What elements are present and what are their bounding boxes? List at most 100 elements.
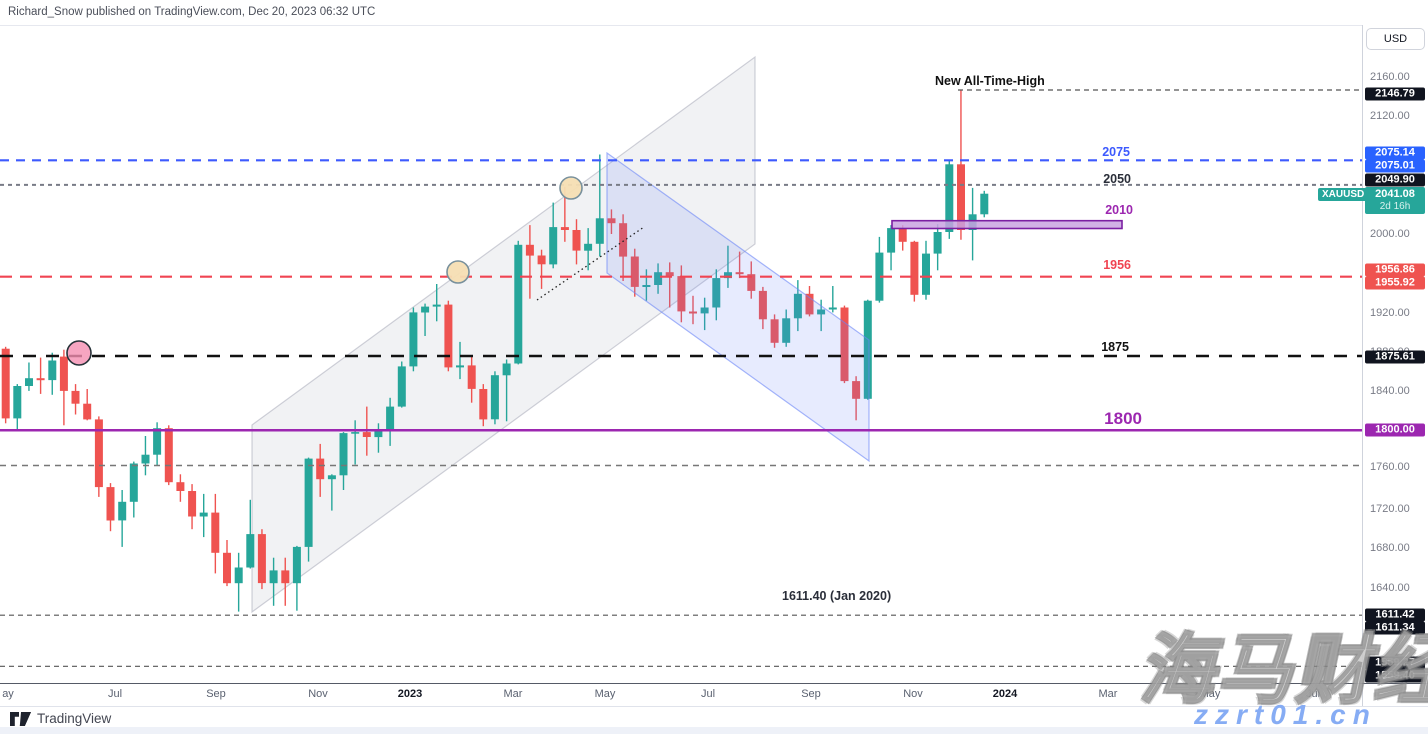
chart-label[interactable]: 1800 [1104,409,1142,428]
candle-body [362,432,371,437]
time-tick: May [594,688,616,700]
candle-body [246,534,255,568]
time-tick: Sep [206,688,226,700]
candle-body [36,378,45,381]
candle-body [199,512,208,517]
candle-body [444,304,453,368]
candle-body [922,253,930,295]
candle-body [269,570,278,584]
candle-body [700,307,709,314]
price-badge: 1875.61 [1365,350,1425,364]
candle-body [782,318,791,343]
chart-label[interactable]: 2010 [1105,203,1133,217]
candle-body [223,552,231,584]
chart-label[interactable]: 2075 [1102,145,1130,159]
candle-body [234,567,243,584]
candle-body [281,570,290,584]
candle-body [25,378,33,386]
candle-body [59,356,68,391]
candle-body [304,458,313,547]
candle-body [898,228,907,242]
time-axis-line [0,683,1428,684]
chart-label[interactable]: 1875 [1101,340,1129,354]
price-badge: 1955.92 [1365,276,1425,290]
candle-body [724,272,732,279]
candle-body [421,306,430,313]
candle-body [13,386,22,419]
orange-marker[interactable] [559,176,583,200]
candle-body [665,272,674,277]
candlestick-chart[interactable] [0,25,1362,683]
time-tick: 2024 [992,688,1018,700]
candle-body [514,244,523,364]
price-tick: 2120.00 [1370,110,1410,122]
candle-body [386,406,395,431]
ascending-channel[interactable] [251,55,756,614]
zone-2010[interactable] [891,219,1123,230]
pink-marker[interactable] [66,340,92,366]
price-tick: 1760.00 [1370,461,1410,473]
price-tick: 2160.00 [1370,71,1410,83]
candle-body [654,272,663,285]
candle-body [537,255,546,265]
candle-body [758,290,767,320]
instrument-badge: XAUUSD [1318,188,1369,201]
candle-body [211,512,220,553]
candle-body [141,454,150,464]
tradingview-brand-label: TradingView [37,711,112,726]
candle-body [479,389,488,420]
time-tick: Nov [903,688,923,700]
candle-body [805,293,814,315]
candle-body [910,241,919,295]
candle-body [339,433,348,476]
chart-label[interactable]: New All-Time-High [935,74,1045,88]
time-tick: Jul [700,688,716,700]
price-axis-separator [1362,25,1363,706]
price-tick: 1920.00 [1370,307,1410,319]
bottom-strip [0,727,1428,734]
candle-body [677,276,686,312]
candle-body [292,546,301,584]
candle-body [828,307,837,310]
price-badge: 1800.00 [1365,423,1425,437]
candle-body [595,218,604,244]
time-tick: Mar [1098,688,1118,700]
candle-body [456,365,464,368]
price-badge: 2075.14 [1365,146,1425,160]
candle-body [432,304,441,307]
candle-body [374,430,383,438]
candle-body [607,218,616,224]
price-badge: 2146.79 [1365,87,1425,101]
publish-attribution: Richard_Snow published on TradingView.co… [8,6,376,18]
time-tick: May [1199,688,1221,700]
candle-body [572,230,581,251]
tradingview-footer[interactable]: TradingView [10,711,111,726]
price-tick: 1640.00 [1370,582,1410,594]
candle-body [153,428,162,455]
candle-body [188,491,197,517]
candle-body [817,309,826,315]
candle-body [397,366,406,407]
candle-body [770,319,779,343]
candle-body [164,428,173,483]
chart-label[interactable]: 2050 [1103,172,1131,186]
candle-body [875,252,884,301]
orange-marker[interactable] [446,260,470,284]
candle-body [176,482,185,491]
tradingview-logo-icon [10,711,31,726]
candle-body [467,365,476,389]
candle-body [584,243,593,251]
time-tick: 2023 [397,688,423,700]
candle-body [48,360,57,381]
candle-body [945,164,954,232]
time-tick: Nov [308,688,328,700]
chart-label[interactable]: 1611.40 (Jan 2020) [782,589,892,603]
price-tick: 2000.00 [1370,228,1410,240]
currency-toggle-button[interactable]: USD [1366,28,1425,50]
candle-body [840,307,849,382]
candle-body [316,458,325,480]
chart-label[interactable]: 1956 [1103,258,1131,272]
candle-body [502,363,511,376]
price-badge: 1559.27 [1365,656,1425,670]
